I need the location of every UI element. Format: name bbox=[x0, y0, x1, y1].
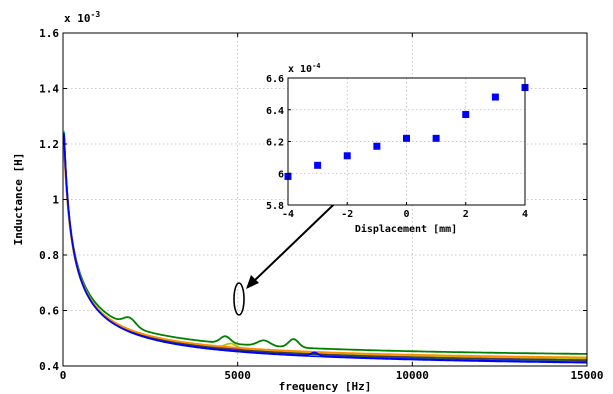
inset-y-tick-label: 6.6 bbox=[266, 74, 284, 85]
inset-exponent-base: x 10 bbox=[288, 64, 312, 75]
inset-data-point bbox=[462, 111, 470, 119]
inset-data-point bbox=[314, 161, 322, 169]
inset-exponent-label: x 10-4 bbox=[288, 62, 321, 75]
inset-x-tick-label: 2 bbox=[463, 209, 469, 220]
inset-y-tick-label: 5.8 bbox=[266, 201, 284, 212]
main-y-tick-label: 1 bbox=[52, 194, 59, 207]
main-series-group bbox=[63, 131, 587, 364]
inset-data-point bbox=[343, 152, 351, 160]
main-x-axis-label: frequency [Hz] bbox=[279, 380, 372, 393]
main-series-line-9 bbox=[63, 133, 587, 364]
main-x-tick-label: 10000 bbox=[396, 369, 429, 382]
main-x-tick-label: 15000 bbox=[570, 369, 603, 382]
main-y-tick-label: 1.4 bbox=[39, 83, 59, 96]
inset-ticks: -4 -2 0 2 4 5.8 6 6.2 6.4 6.6 bbox=[266, 74, 528, 220]
main-y-tick-label: 0.6 bbox=[39, 305, 59, 318]
main-exponent-power: -3 bbox=[91, 10, 101, 19]
main-y-tick-label: 0.4 bbox=[39, 360, 59, 373]
inset-x-axis-label: Displacement [mm] bbox=[355, 223, 457, 235]
main-y-axis-label: Inductance [H] bbox=[12, 153, 25, 246]
highlight-ellipse bbox=[233, 282, 245, 316]
annotation-arrow-head bbox=[246, 275, 259, 289]
inset-y-tick-label: 6 bbox=[278, 169, 284, 180]
inset-data-point bbox=[432, 134, 440, 142]
inset-x-tick-label: 0 bbox=[403, 209, 409, 220]
main-exponent-label: x 10-3 bbox=[64, 10, 100, 25]
inset-data-point bbox=[491, 93, 499, 101]
inset-data-point bbox=[373, 142, 381, 150]
inset-exponent-power: -4 bbox=[312, 62, 320, 70]
main-y-tick-label: 1.2 bbox=[39, 138, 59, 151]
inset-x-tick-label: -4 bbox=[282, 209, 294, 220]
main-x-tick-label: 0 bbox=[60, 369, 67, 382]
main-y-tick-label: 1.6 bbox=[39, 27, 59, 40]
main-exponent-base: x 10 bbox=[64, 12, 91, 25]
inset-grid bbox=[288, 78, 525, 205]
main-y-tick-label: 0.8 bbox=[39, 249, 59, 262]
inset-y-tick-label: 6.2 bbox=[266, 138, 284, 149]
inset-x-tick-label: -2 bbox=[341, 209, 353, 220]
main-x-tick-label: 5000 bbox=[224, 369, 251, 382]
main-ticks: 0 5000 10000 15000 0.4 0.6 0.8 1 1.2 1.4 1.6 bbox=[39, 27, 603, 382]
inset-x-tick-label: 4 bbox=[522, 209, 528, 220]
inset-data-point bbox=[403, 134, 410, 142]
inset-y-tick-label: 6.4 bbox=[266, 106, 284, 117]
main-series-line-2 bbox=[63, 143, 587, 355]
